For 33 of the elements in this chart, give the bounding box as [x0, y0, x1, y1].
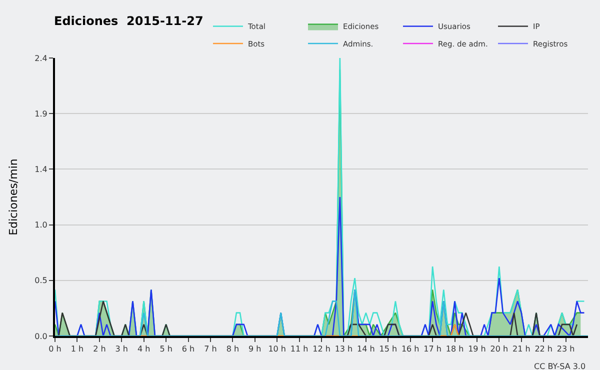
y-axis-title: Ediciones/min: [6, 158, 20, 236]
x-tick-label: 6 h: [182, 344, 195, 354]
x-tick-label: 8 h: [226, 344, 240, 354]
x-tick-label: 0 h: [48, 344, 62, 354]
x-tick-label: 10 h: [268, 344, 286, 354]
x-tick-label: 11 h: [290, 344, 308, 354]
x-tick-label: 1 h: [70, 344, 84, 354]
x-tick-label: 22 h: [534, 344, 552, 354]
x-tick-label: 20 h: [490, 344, 508, 354]
x-tick-label: 18 h: [446, 344, 464, 354]
y-tick-label: 0.5: [34, 276, 48, 286]
x-tick-label: 19 h: [468, 344, 486, 354]
x-tick-label: 5 h: [160, 344, 172, 354]
x-tick-label: 3 h: [115, 344, 128, 354]
y-tick-label: 2.4: [34, 54, 48, 63]
x-tick-label: 23 h: [556, 344, 575, 354]
y-tick-label: 1.4: [34, 165, 48, 174]
y-tick-label: 0.0: [34, 332, 48, 341]
x-tick-label: 7 h: [204, 344, 217, 354]
x-tick-label: 4 h: [137, 344, 150, 354]
x-tick-label: 12 h: [312, 344, 330, 354]
y-tick-label: 1.9: [34, 109, 48, 118]
x-tick-label: 17 h: [424, 344, 442, 354]
x-tick-label: 2 h: [93, 344, 106, 354]
y-tick-label: 1.0: [34, 220, 48, 230]
x-tick-label: 21 h: [512, 344, 530, 354]
x-tick-label: 9 h: [248, 344, 262, 354]
x-tick-label: 14 h: [357, 344, 375, 354]
x-tick-label: 15 h: [379, 344, 398, 354]
chart-title: Ediciones 2015-11-27: [54, 14, 204, 28]
x-tick-label: 13 h: [334, 344, 353, 354]
x-tick-label: 16 h: [401, 344, 420, 354]
text: CC BY-SA 3.0: [534, 362, 586, 370]
